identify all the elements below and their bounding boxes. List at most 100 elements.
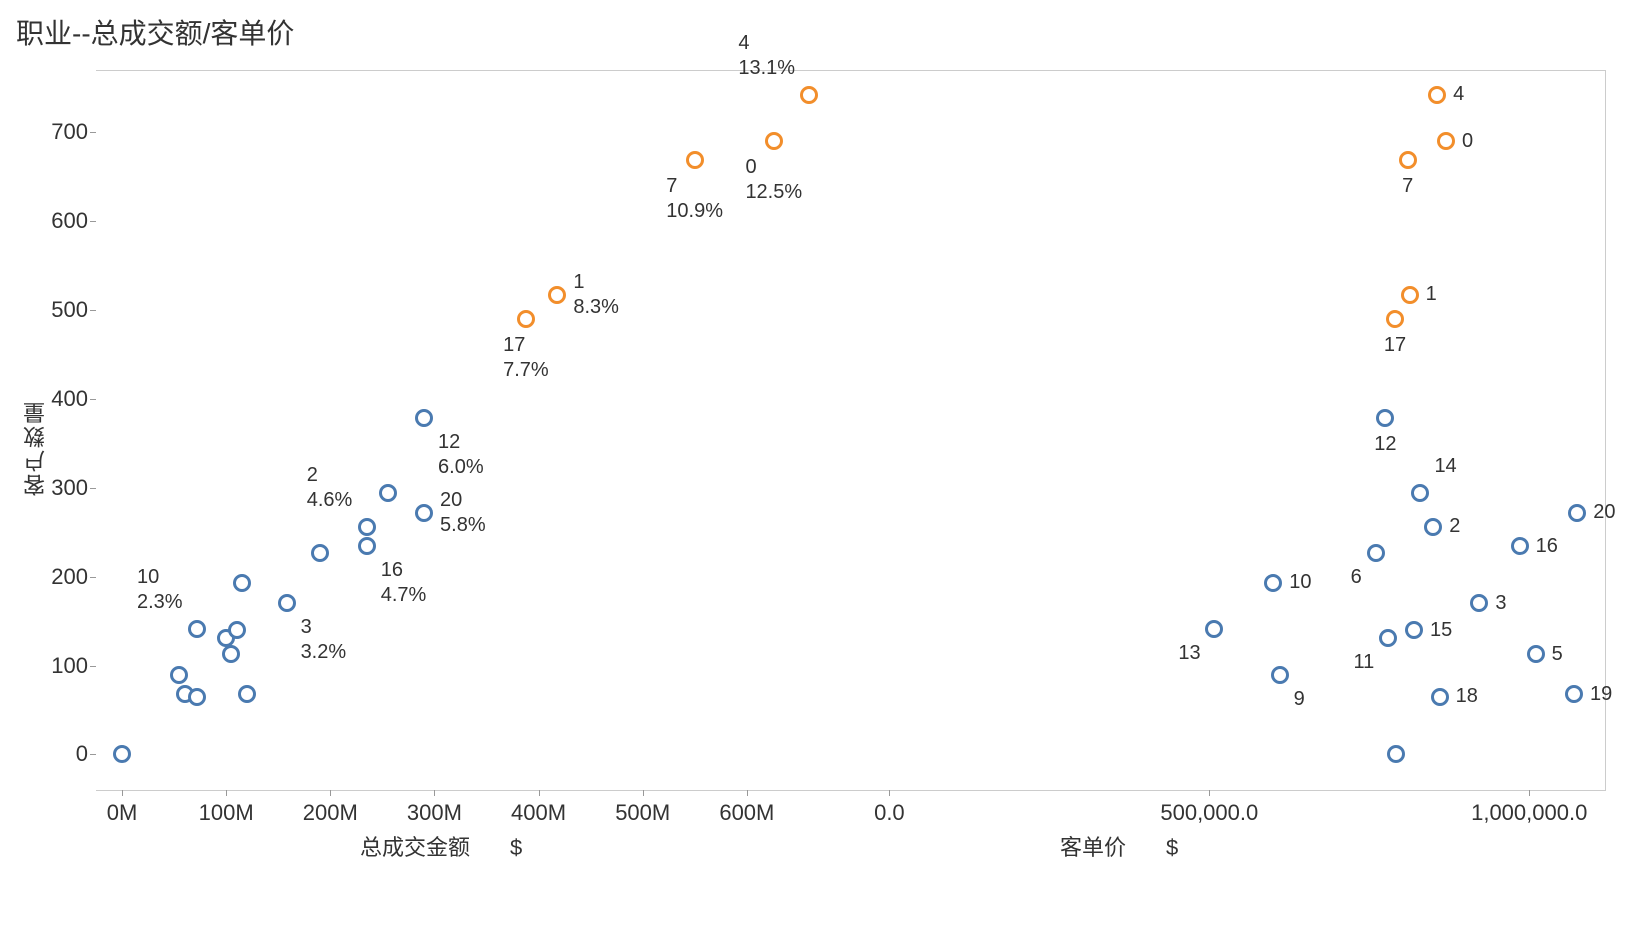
x-axis-line xyxy=(96,790,1606,791)
data-point xyxy=(170,666,188,684)
data-label: 2 xyxy=(1449,514,1460,539)
data-label: 9 xyxy=(1294,687,1305,712)
data-label: 15 xyxy=(1430,618,1452,643)
data-point xyxy=(222,645,240,663)
data-point xyxy=(800,86,818,104)
data-point xyxy=(415,504,433,522)
data-label: 205.8% xyxy=(440,488,486,538)
data-point xyxy=(233,574,251,592)
data-label: 13 xyxy=(1178,641,1200,666)
data-point xyxy=(1411,484,1429,502)
x-tick-label-left: 400M xyxy=(511,800,566,826)
data-label: 6 xyxy=(1351,565,1362,590)
data-point xyxy=(1271,666,1289,684)
x-tick-mark xyxy=(643,790,644,796)
data-label: 7 xyxy=(1402,174,1413,199)
data-point xyxy=(188,620,206,638)
data-label: 4 xyxy=(1453,82,1464,107)
x-tick-mark xyxy=(747,790,748,796)
data-label: 18 xyxy=(1456,684,1478,709)
data-point xyxy=(379,484,397,502)
data-point xyxy=(1205,620,1223,638)
data-label: 11 xyxy=(1353,650,1374,675)
data-label: 19 xyxy=(1590,682,1612,707)
data-label: 16 xyxy=(1536,534,1558,559)
data-point xyxy=(1387,745,1405,763)
x-tick-mark xyxy=(122,790,123,796)
data-point xyxy=(1376,409,1394,427)
data-point xyxy=(228,621,246,639)
data-label: 18.3% xyxy=(573,270,619,320)
y-tick-label: 700 xyxy=(28,119,88,145)
y-tick-mark xyxy=(90,310,96,311)
data-label: 0 xyxy=(1462,129,1473,154)
x-tick-label-right: 1,000,000.0 xyxy=(1471,800,1587,826)
plot-area xyxy=(96,70,1606,790)
data-point xyxy=(1401,286,1419,304)
y-tick-mark xyxy=(90,577,96,578)
data-label: 177.7% xyxy=(503,333,549,383)
data-point xyxy=(1527,645,1545,663)
y-tick-mark xyxy=(90,399,96,400)
plot-inner xyxy=(96,71,1605,790)
y-tick-label: 100 xyxy=(28,653,88,679)
data-point xyxy=(1379,629,1397,647)
y-tick-label: 500 xyxy=(28,297,88,323)
data-label: 413.1% xyxy=(738,31,795,81)
data-point xyxy=(1405,621,1423,639)
data-point xyxy=(1565,685,1583,703)
y-tick-mark xyxy=(90,488,96,489)
x-tick-label-left: 100M xyxy=(199,800,254,826)
x-axis-label-right-text: 客单价 xyxy=(1060,835,1126,860)
data-label: 5 xyxy=(1552,642,1563,667)
x-tick-label-left: 500M xyxy=(615,800,670,826)
data-point xyxy=(548,286,566,304)
x-tick-mark xyxy=(226,790,227,796)
data-point xyxy=(517,310,535,328)
data-point xyxy=(1386,310,1404,328)
x-axis-label-left: 总成交金额 $ xyxy=(360,830,522,862)
data-label: 33.2% xyxy=(301,615,347,665)
x-axis-label-right-unit: $ xyxy=(1166,835,1178,860)
chart-title: 职业--总成交额/客单价 xyxy=(16,12,294,52)
data-point xyxy=(1367,544,1385,562)
y-tick-mark xyxy=(90,666,96,667)
x-tick-label-right: 500,000.0 xyxy=(1160,800,1258,826)
data-label: 20 xyxy=(1593,500,1615,525)
data-point xyxy=(1264,574,1282,592)
y-tick-label: 600 xyxy=(28,208,88,234)
data-point xyxy=(1431,688,1449,706)
x-tick-label-left: 300M xyxy=(407,800,462,826)
data-label: 17 xyxy=(1384,333,1406,358)
data-point xyxy=(765,132,783,150)
data-point xyxy=(1470,594,1488,612)
x-tick-mark xyxy=(539,790,540,796)
y-tick-label: 300 xyxy=(28,475,88,501)
x-tick-label-right: 0.0 xyxy=(874,800,905,826)
x-axis-label-left-text: 总成交金额 xyxy=(360,835,470,860)
data-point xyxy=(113,745,131,763)
data-point xyxy=(358,537,376,555)
x-tick-mark xyxy=(1529,790,1530,796)
data-point xyxy=(358,518,376,536)
data-point xyxy=(188,688,206,706)
data-point xyxy=(686,151,704,169)
data-label: 12 xyxy=(1374,432,1396,457)
x-tick-mark xyxy=(434,790,435,796)
data-point xyxy=(1424,518,1442,536)
x-axis-label-left-unit: $ xyxy=(510,835,522,860)
y-tick-label: 400 xyxy=(28,386,88,412)
x-tick-label-left: 200M xyxy=(303,800,358,826)
y-tick-mark xyxy=(90,221,96,222)
data-label: 710.9% xyxy=(666,174,723,224)
data-point xyxy=(1437,132,1455,150)
x-tick-mark xyxy=(889,790,890,796)
data-label: 102.3% xyxy=(137,565,183,615)
data-point xyxy=(278,594,296,612)
y-tick-mark xyxy=(90,132,96,133)
data-point xyxy=(1568,504,1586,522)
data-point xyxy=(1428,86,1446,104)
data-label: 164.7% xyxy=(381,558,427,608)
x-tick-label-left: 600M xyxy=(719,800,774,826)
data-point xyxy=(415,409,433,427)
